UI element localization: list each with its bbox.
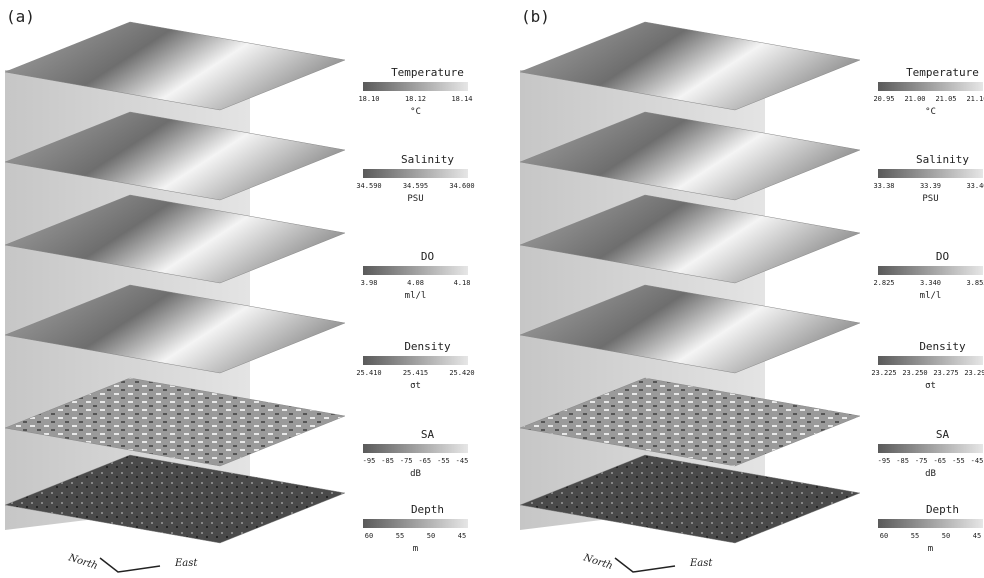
colorbar-tick: 45 [458, 532, 466, 540]
layer-unit: σt [410, 381, 421, 391]
layer-name: DO [936, 250, 949, 263]
colorbar-tick: 21.05 [935, 95, 956, 103]
colorbar-tick: 23.275 [933, 369, 958, 377]
colorbar-tick: 34.600 [449, 182, 474, 190]
colorbar-tick: 21.00 [904, 95, 925, 103]
layer-name: Salinity [916, 153, 969, 166]
colorbar-tick: -65 [418, 457, 431, 465]
colorbar [363, 444, 468, 453]
colorbar-tick: 60 [365, 532, 373, 540]
layer-name: Temperature [906, 66, 979, 79]
panel-label: (a) [6, 7, 35, 26]
colorbar [878, 519, 983, 528]
layer-name: SA [936, 428, 950, 441]
colorbar-tick: 3.855 [966, 279, 984, 287]
colorbar [363, 266, 468, 275]
colorbar [878, 169, 983, 178]
layer-unit: PSU [407, 194, 423, 204]
colorbar-tick: -75 [915, 457, 928, 465]
colorbar [363, 82, 468, 91]
colorbar-tick: 25.415 [403, 369, 428, 377]
colorbar-tick: 4.18 [454, 279, 471, 287]
colorbar-tick: -55 [437, 457, 450, 465]
colorbar-tick: 23.295 [964, 369, 984, 377]
colorbar-tick: 34.595 [403, 182, 428, 190]
colorbar-tick: -45 [971, 457, 984, 465]
layer-name: Density [919, 340, 966, 353]
colorbar-tick: 18.14 [451, 95, 472, 103]
colorbar [878, 82, 983, 91]
layer-name: SA [421, 428, 435, 441]
colorbar-tick: -75 [400, 457, 413, 465]
colorbar-tick: 33.38 [873, 182, 894, 190]
axis-arrows [100, 558, 160, 572]
colorbar-tick: 50 [942, 532, 950, 540]
colorbar-tick: -55 [952, 457, 965, 465]
colorbar-tick: 25.410 [356, 369, 381, 377]
colorbar-tick: 18.12 [405, 95, 426, 103]
layer-unit: dB [925, 469, 936, 479]
colorbar-tick: 18.10 [358, 95, 379, 103]
figure: (a) Temperature 18.10 18.12 18.14 °C Salinity 3… [0, 0, 984, 578]
colorbar-tick: 23.250 [902, 369, 927, 377]
layer-unit: °C [410, 107, 421, 117]
colorbar-tick: 55 [396, 532, 404, 540]
colorbar [363, 356, 468, 365]
colorbar-tick: 3.340 [920, 279, 941, 287]
layer-unit: dB [410, 469, 421, 479]
layer-name: DO [421, 250, 434, 263]
layer-unit: m [413, 544, 418, 554]
colorbar-tick: 33.40 [966, 182, 984, 190]
axis-north: North [581, 552, 614, 572]
layer-unit: ml/l [405, 291, 427, 301]
colorbar-tick: 45 [973, 532, 981, 540]
colorbar-tick: 34.590 [356, 182, 381, 190]
colorbar-tick: 50 [427, 532, 435, 540]
axis-east: East [174, 558, 198, 569]
layer-name: Salinity [401, 153, 454, 166]
layer-name: Temperature [391, 66, 464, 79]
colorbar-tick: 4.08 [407, 279, 424, 287]
layer-unit: σt [925, 381, 936, 391]
colorbar-tick: 2.825 [873, 279, 894, 287]
colorbar-tick: 60 [880, 532, 888, 540]
colorbar [363, 169, 468, 178]
colorbar [878, 356, 983, 365]
colorbar-tick: -85 [896, 457, 909, 465]
colorbar-tick: -95 [878, 457, 891, 465]
layer-unit: m [928, 544, 933, 554]
axis-arrows [615, 558, 675, 572]
axis-east: East [689, 558, 713, 569]
colorbar-tick: 21.10 [966, 95, 984, 103]
colorbar-tick: 20.95 [873, 95, 894, 103]
colorbar-tick: -65 [933, 457, 946, 465]
colorbar-tick: -85 [381, 457, 394, 465]
layer-unit: °C [925, 107, 936, 117]
colorbar-tick: 55 [911, 532, 919, 540]
panel-label: (b) [521, 7, 550, 26]
colorbar [363, 519, 468, 528]
layer-unit: ml/l [920, 291, 942, 301]
colorbar [878, 266, 983, 275]
colorbar-tick: -95 [363, 457, 376, 465]
axis-north: North [66, 552, 99, 572]
layer-name: Depth [411, 503, 444, 516]
layer-unit: PSU [922, 194, 938, 204]
colorbar-tick: 25.420 [449, 369, 474, 377]
colorbar [878, 444, 983, 453]
layer-name: Density [404, 340, 451, 353]
colorbar-tick: 33.39 [920, 182, 941, 190]
colorbar-tick: 3.98 [361, 279, 378, 287]
layer-name: Depth [926, 503, 959, 516]
colorbar-tick: 23.225 [871, 369, 896, 377]
colorbar-tick: -45 [456, 457, 469, 465]
